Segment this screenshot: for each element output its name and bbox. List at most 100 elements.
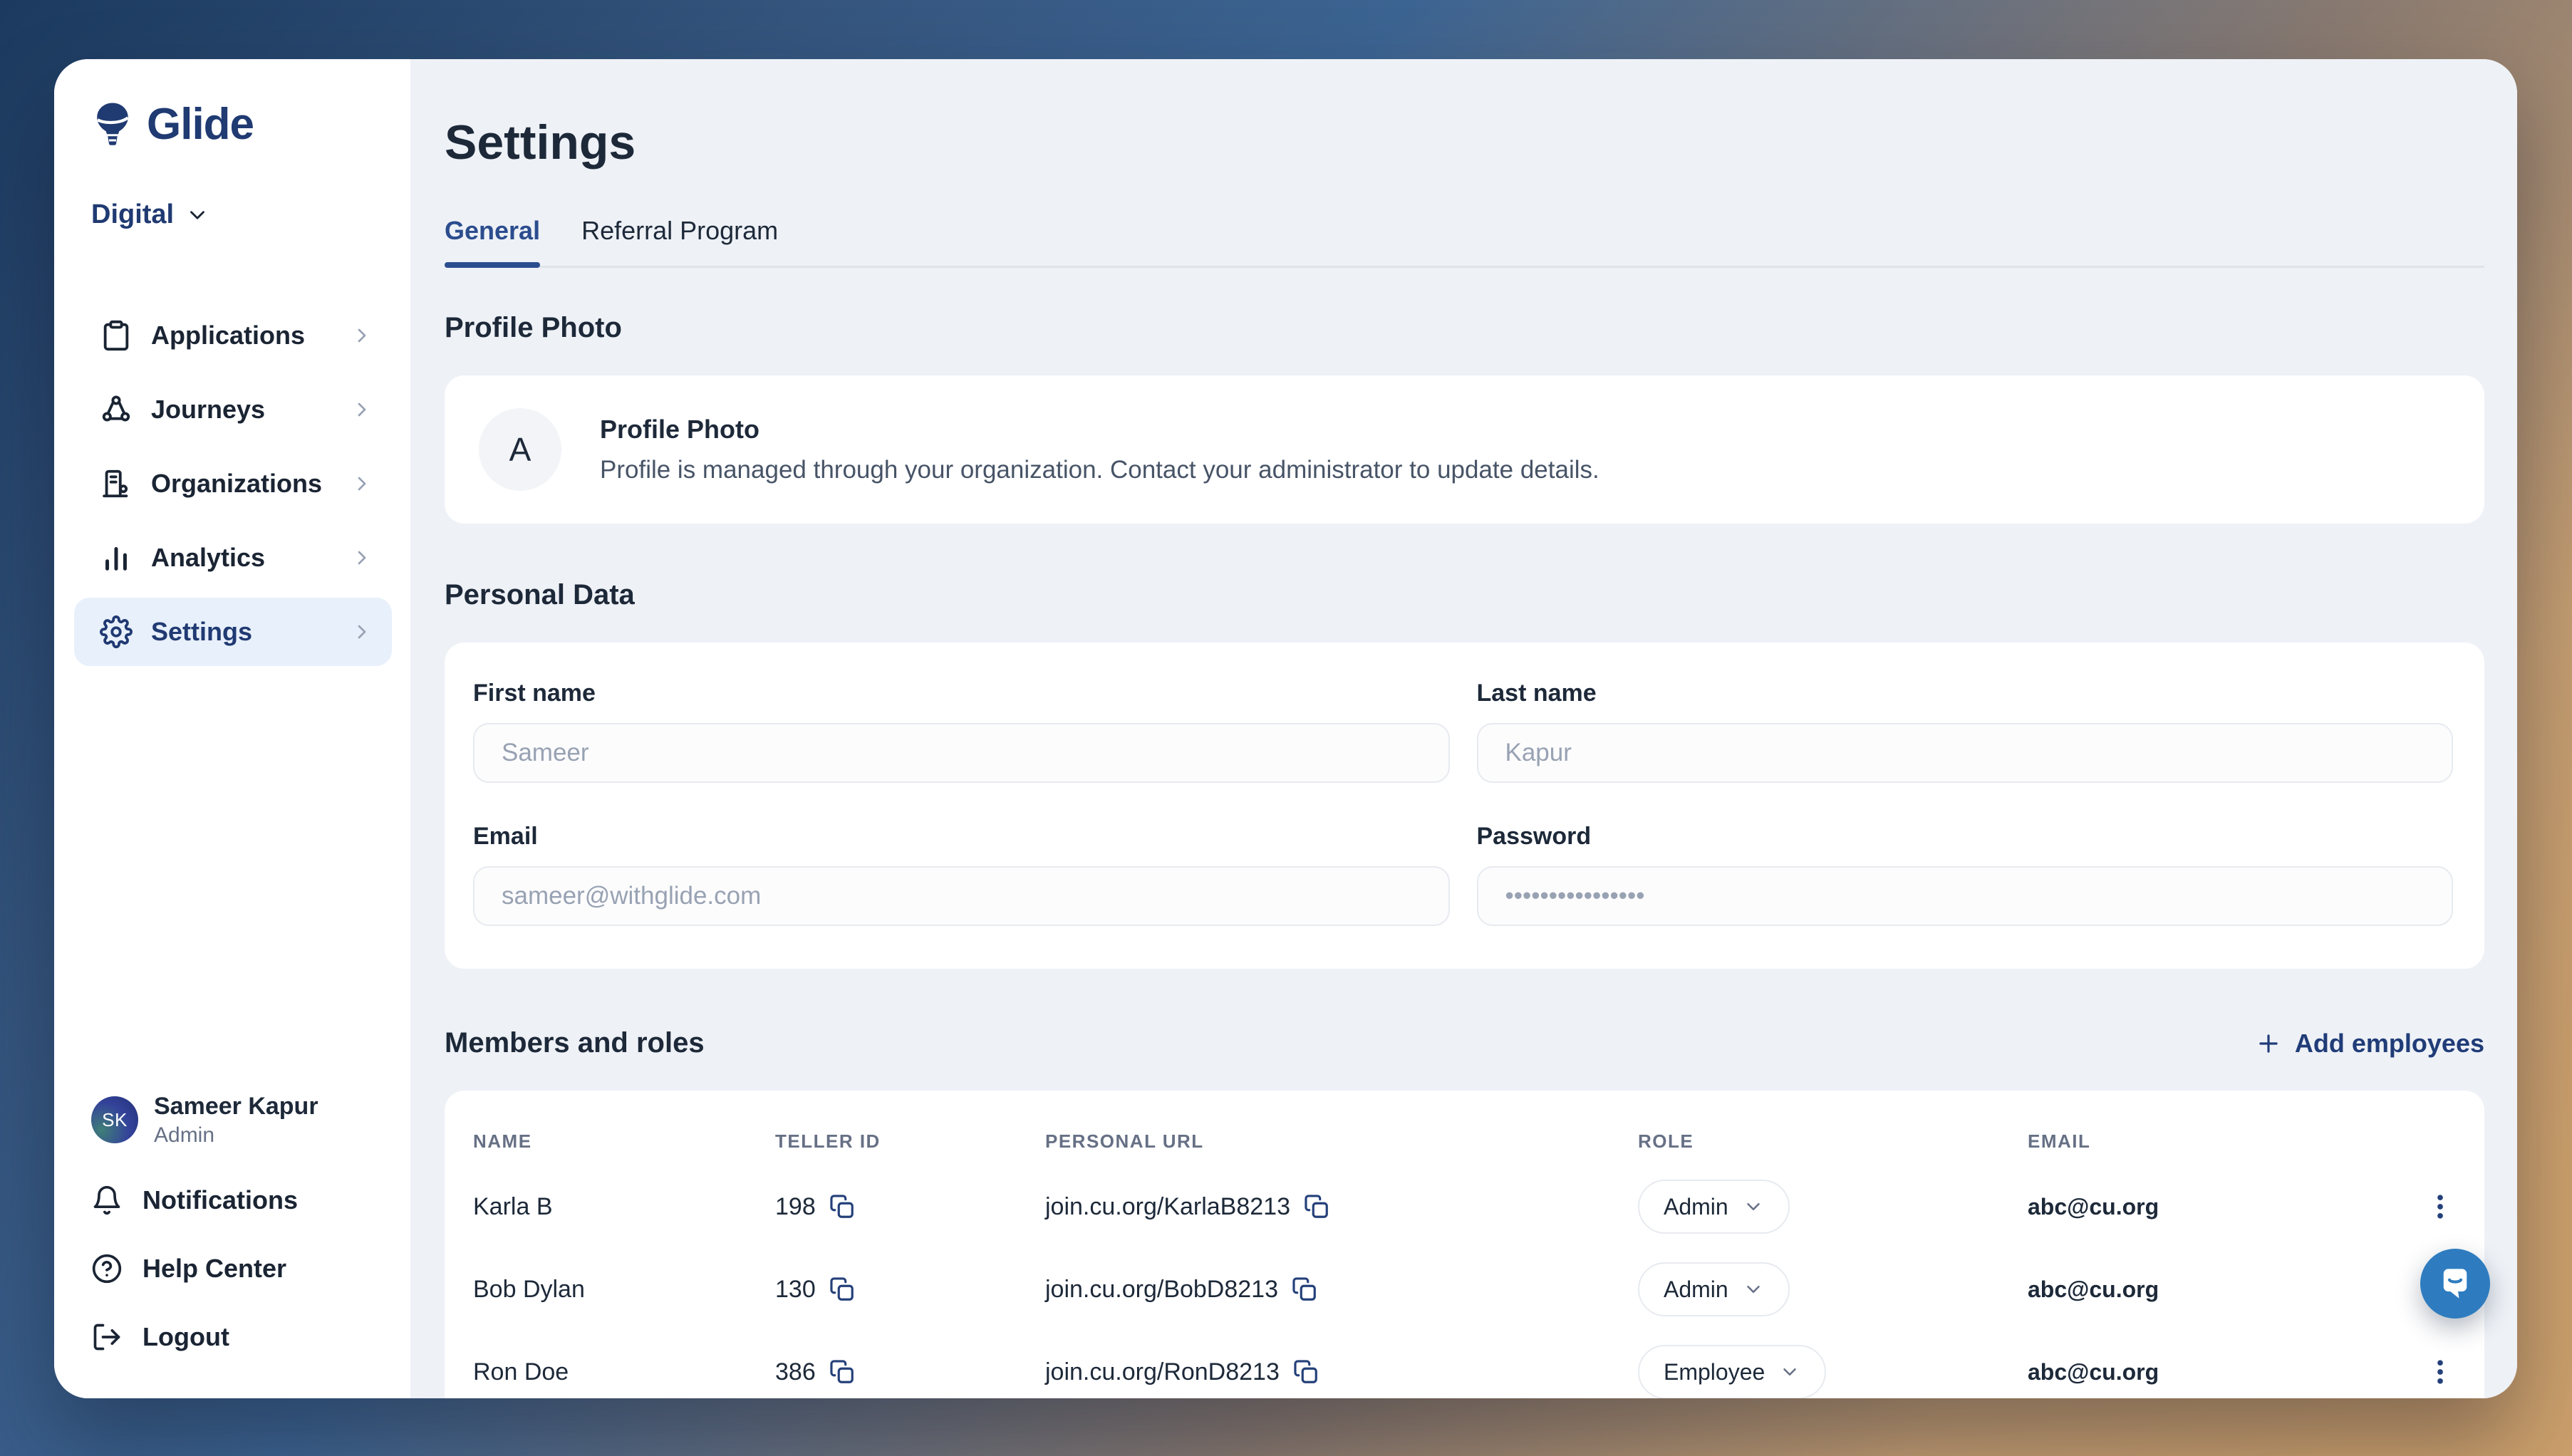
- chevron-down-icon: [190, 210, 205, 219]
- main-content: Settings General Referral Program Profil…: [410, 59, 2517, 1398]
- help-circle-icon: [92, 1254, 122, 1284]
- table-row: Bob Dylan 130 join.cu.org/BobD8213 Admin…: [473, 1248, 2456, 1331]
- personal-data-card: First name Last name Email Password: [445, 643, 2484, 969]
- profile-avatar: A: [479, 408, 561, 491]
- app-logo: Glide: [91, 99, 392, 150]
- first-name-input[interactable]: [473, 723, 1450, 783]
- sidebar-item-logout[interactable]: Logout: [91, 1321, 392, 1353]
- tab-referral-program[interactable]: Referral Program: [581, 216, 779, 245]
- kebab-menu-icon: [2437, 1360, 2443, 1384]
- add-employees-label: Add employees: [2294, 1028, 2484, 1058]
- table-header-row: NAME TELLER ID PERSONAL URL ROLE EMAIL: [473, 1112, 2456, 1165]
- email-input[interactable]: [473, 866, 1450, 926]
- chevron-right-icon: [358, 328, 366, 343]
- user-role: Admin: [154, 1123, 215, 1147]
- role-dropdown[interactable]: Admin: [1638, 1180, 1790, 1234]
- role-dropdown[interactable]: Employee: [1638, 1345, 1827, 1398]
- member-email: abc@cu.org: [2028, 1193, 2159, 1220]
- copy-url-button[interactable]: [1291, 1276, 1318, 1303]
- sidebar-item-label: Organizations: [151, 469, 323, 498]
- chevron-right-icon: [358, 551, 366, 565]
- field-label: Email: [473, 823, 538, 850]
- field-first-name: First name: [473, 680, 1450, 783]
- copy-icon: [830, 1195, 854, 1218]
- user-profile[interactable]: SK Sameer Kapur Admin: [91, 1093, 392, 1148]
- field-last-name: Last name: [1476, 680, 2453, 783]
- table-row: Karla B 198 join.cu.org/KarlaB8213 Admin…: [473, 1165, 2456, 1248]
- copy-url-button[interactable]: [1292, 1358, 1319, 1385]
- section-title: Personal Data: [445, 579, 635, 610]
- copy-icon: [830, 1277, 854, 1301]
- profile-card-description: Profile is managed through your organiza…: [600, 456, 1599, 484]
- chevron-down-icon: [1746, 1286, 1760, 1293]
- add-employees-button[interactable]: Add employees: [2255, 1029, 2484, 1059]
- row-menu-button[interactable]: [2425, 1191, 2456, 1222]
- profile-photo-card: A Profile Photo Profile is managed throu…: [445, 375, 2484, 524]
- sidebar-item-label: Applications: [151, 321, 306, 350]
- bell-icon: [93, 1185, 120, 1215]
- chevron-down-icon: [1783, 1368, 1797, 1376]
- kebab-menu-icon: [2437, 1195, 2443, 1219]
- table-row: Ron Doe 386 join.cu.org/RonD8213 Employe…: [473, 1331, 2456, 1398]
- sidebar-item-label: Help Center: [142, 1254, 287, 1283]
- tab-general[interactable]: General: [445, 216, 541, 268]
- profile-card-title: Profile Photo: [600, 415, 759, 444]
- sidebar-item-label: Settings: [151, 617, 253, 646]
- profile-photo-section: Profile Photo A Profile Photo Profile is…: [445, 312, 2484, 524]
- member-name: Karla B: [473, 1192, 553, 1220]
- balloon-logo-icon: [96, 103, 129, 145]
- field-label: Password: [1476, 823, 1592, 850]
- sidebar-item-analytics[interactable]: Analytics: [74, 524, 392, 592]
- sidebar-item-notifications[interactable]: Notifications: [91, 1185, 392, 1216]
- copy-teller-id-button[interactable]: [829, 1276, 856, 1303]
- last-name-input[interactable]: [1476, 723, 2453, 783]
- members-section: Members and roles Add employees NAME TEL…: [445, 1027, 2484, 1398]
- chevron-right-icon: [358, 625, 366, 639]
- sidebar-item-organizations[interactable]: Organizations: [74, 449, 392, 518]
- password-input[interactable]: [1476, 866, 2453, 926]
- app-window: Glide Digital Applications Journeys: [54, 59, 2517, 1398]
- chat-launcher-button[interactable]: [2420, 1249, 2490, 1319]
- logo-text: Glide: [147, 100, 254, 149]
- field-email: Email: [473, 823, 1450, 926]
- sidebar-item-help-center[interactable]: Help Center: [91, 1253, 392, 1284]
- sidebar-item-label: Notifications: [142, 1185, 299, 1215]
- role-value: Admin: [1664, 1193, 1728, 1220]
- personal-url: join.cu.org/KarlaB8213: [1045, 1192, 1291, 1220]
- journeys-icon: [102, 395, 130, 422]
- column-header-email: EMAIL: [2028, 1130, 2091, 1152]
- role-dropdown[interactable]: Admin: [1638, 1262, 1790, 1316]
- chevron-down-icon: [1746, 1203, 1760, 1210]
- personal-url: join.cu.org/BobD8213: [1045, 1275, 1279, 1303]
- chevron-right-icon: [358, 477, 366, 491]
- copy-url-button[interactable]: [1303, 1193, 1330, 1220]
- copy-teller-id-button[interactable]: [829, 1193, 856, 1220]
- copy-teller-id-button[interactable]: [829, 1358, 856, 1385]
- workspace-selector[interactable]: Digital: [91, 199, 392, 230]
- copy-icon: [1292, 1277, 1316, 1301]
- personal-url: join.cu.org/RonD8213: [1045, 1358, 1280, 1385]
- field-label: Last name: [1476, 680, 1597, 707]
- sidebar-item-applications[interactable]: Applications: [74, 301, 392, 370]
- row-menu-button[interactable]: [2425, 1356, 2456, 1388]
- building-icon: [103, 469, 128, 498]
- member-email: abc@cu.org: [2028, 1276, 2159, 1302]
- sidebar-item-journeys[interactable]: Journeys: [74, 375, 392, 444]
- member-name: Ron Doe: [473, 1358, 569, 1385]
- sidebar-nav: Applications Journeys Organizations: [74, 301, 392, 666]
- teller-id: 198: [775, 1192, 816, 1220]
- sidebar-item-settings[interactable]: Settings: [74, 598, 392, 666]
- members-table: NAME TELLER ID PERSONAL URL ROLE EMAIL K…: [445, 1091, 2484, 1398]
- role-value: Employee: [1664, 1358, 1765, 1385]
- bar-chart-icon: [105, 547, 127, 571]
- page-title: Settings: [445, 115, 636, 170]
- gear-icon: [100, 615, 133, 648]
- column-header-name: NAME: [473, 1130, 532, 1152]
- role-value: Admin: [1664, 1276, 1728, 1302]
- teller-id: 130: [775, 1275, 816, 1303]
- user-name: Sameer Kapur: [154, 1092, 318, 1120]
- column-header-teller-id: TELLER ID: [775, 1130, 881, 1152]
- column-header-personal-url: PERSONAL URL: [1045, 1130, 1204, 1152]
- sidebar: Glide Digital Applications Journeys: [54, 59, 410, 1398]
- section-title: Profile Photo: [445, 312, 622, 343]
